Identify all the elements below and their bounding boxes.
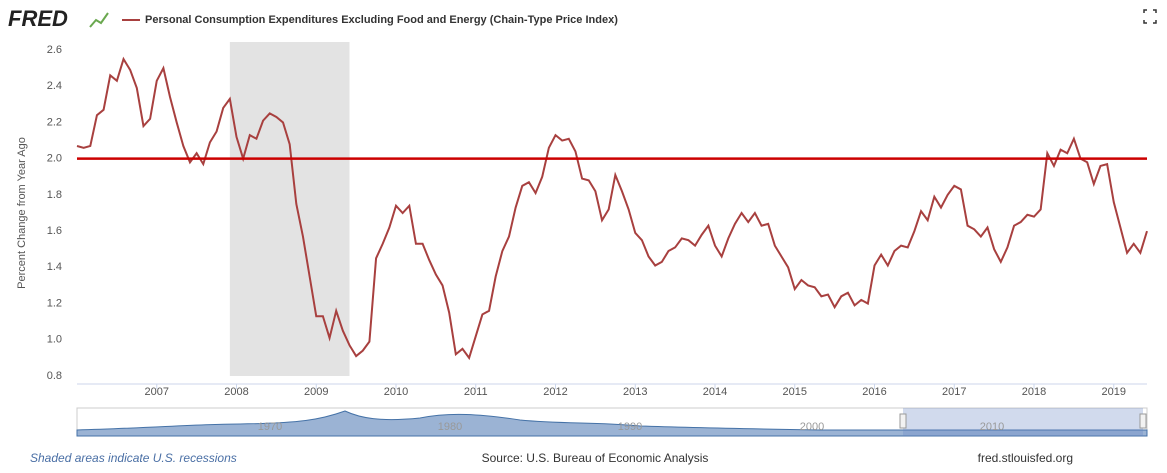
navigator: 1970 1980 1990 2000 2010	[76, 407, 1148, 437]
navigator-label: 1990	[618, 421, 642, 433]
x-tick-label: 2017	[942, 386, 966, 398]
recession-band	[229, 42, 350, 376]
navigator-label: 1980	[438, 421, 462, 433]
x-tick-label: 2016	[862, 386, 886, 398]
fullscreen-button[interactable]	[1143, 9, 1157, 24]
y-tick-label: 2.2	[47, 116, 62, 128]
navigator-area	[76, 410, 1148, 437]
y-tick-label: 2.0	[47, 153, 62, 165]
legend-label: Personal Consumption Expenditures Exclud…	[145, 14, 618, 26]
navigator-label: 2000	[800, 421, 824, 433]
y-tick-label: 2.6	[47, 44, 62, 56]
navigator-label: 1970	[258, 421, 282, 433]
navigator-label: 2010	[980, 421, 1004, 433]
y-tick-label: 1.4	[47, 261, 62, 273]
navigator-handle[interactable]	[1139, 413, 1147, 429]
shading-layer	[229, 42, 350, 376]
x-tick-label: 2011	[464, 386, 488, 398]
x-tick-label: 2010	[384, 386, 408, 398]
x-tick-label: 2008	[224, 386, 248, 398]
y-tick-label: 1.2	[47, 297, 62, 309]
logo-icon	[89, 12, 109, 28]
x-tick-label: 2009	[304, 386, 328, 398]
source: Source: U.S. Bureau of Economic Analysis	[482, 451, 709, 465]
navigator-handle[interactable]	[899, 413, 907, 429]
y-tick-label: 0.8	[47, 370, 62, 382]
logo: FRED	[8, 6, 68, 31]
y-tick-label: 1.6	[47, 225, 62, 237]
x-tick-label: 2013	[623, 386, 647, 398]
x-tick-label: 2012	[543, 386, 567, 398]
x-tick-label: 2015	[783, 386, 807, 398]
site-link[interactable]: fred.stlouisfed.org	[978, 451, 1073, 465]
x-tick-label: 2007	[145, 386, 169, 398]
y-tick-label: 1.8	[47, 189, 62, 201]
data-line	[76, 56, 1148, 361]
x-tick-label: 2014	[703, 386, 727, 398]
y-tick-label: 1.0	[47, 334, 62, 346]
navigator-selection[interactable]	[903, 408, 1143, 436]
y-axis-title: Percent Change from Year Ago	[16, 137, 28, 289]
x-tick-label: 2019	[1102, 386, 1126, 398]
navigator-labels: 1970 1980 1990 2000 2010	[258, 421, 1004, 433]
footer-note: Shaded areas indicate U.S. recessions	[30, 451, 237, 465]
y-tick-label: 2.4	[47, 80, 62, 92]
x-tick-label: 2018	[1022, 386, 1046, 398]
